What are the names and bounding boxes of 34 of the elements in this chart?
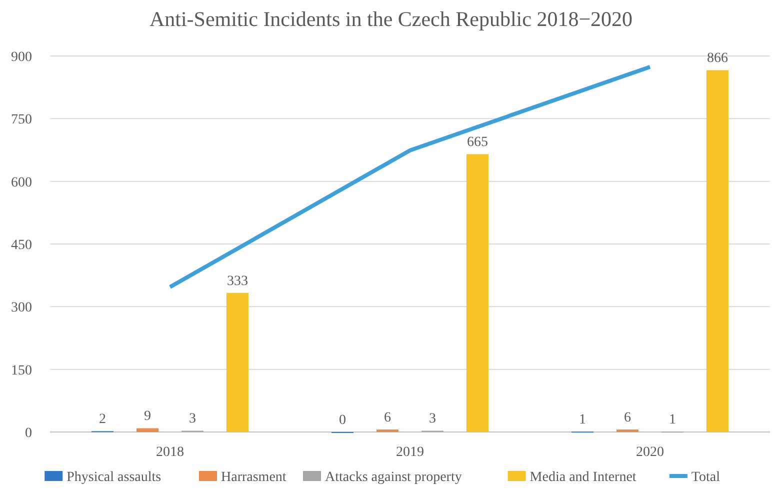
bar (466, 154, 488, 432)
legend-label: Physical assaults (66, 470, 162, 485)
bar (226, 292, 248, 432)
data-label: 665 (467, 135, 488, 150)
data-label: 3 (429, 412, 436, 427)
bar (706, 70, 728, 432)
data-label: 1 (669, 412, 676, 428)
data-label: 0 (339, 413, 346, 428)
data-label: 333 (227, 274, 248, 289)
chart-title: Anti-Semitic Incidents in the Czech Republic 2018−2020 (149, 7, 633, 31)
legend-label: Media and Internet (530, 470, 636, 485)
data-label: 6 (384, 410, 391, 426)
bar (616, 429, 638, 432)
y-tick-label: 900 (11, 50, 32, 65)
data-label: 2 (99, 412, 106, 428)
y-tick-label: 450 (11, 238, 32, 253)
y-tick-label: 300 (11, 300, 32, 316)
legend-label: Harrasment (221, 470, 286, 485)
legend-label: Attacks against property (325, 470, 462, 485)
y-tick-label: 150 (11, 363, 32, 378)
data-label: 866 (707, 51, 728, 66)
x-tick-label: 2020 (636, 445, 664, 460)
data-label: 9 (144, 409, 151, 424)
x-tick-label: 2018 (156, 445, 184, 460)
data-label: 1 (579, 412, 586, 428)
legend-label: Total (691, 470, 720, 485)
bar (376, 429, 398, 432)
bar (136, 428, 158, 432)
y-tick-label: 0 (25, 426, 32, 441)
data-label: 3 (189, 412, 196, 427)
x-tick-label: 2019 (396, 445, 424, 460)
data-label: 6 (624, 410, 631, 426)
y-tick-label: 750 (11, 112, 32, 128)
y-tick-label: 600 (11, 175, 32, 190)
